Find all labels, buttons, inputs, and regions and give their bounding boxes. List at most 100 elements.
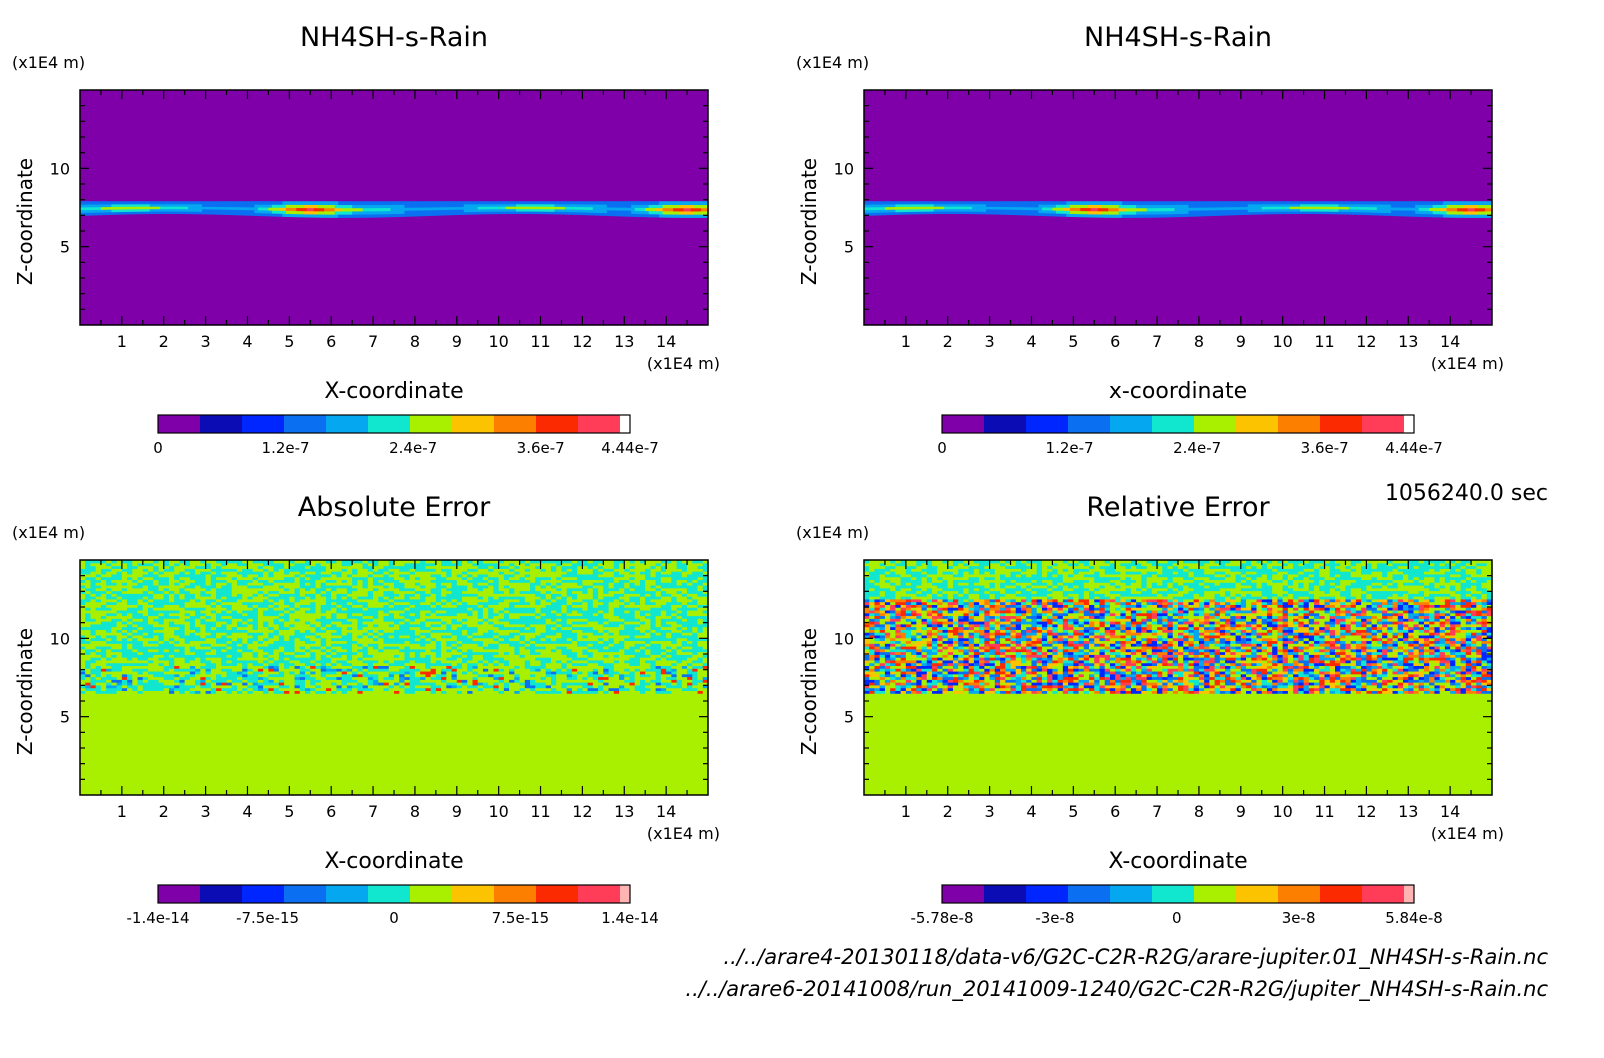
heatmap-cell — [258, 201, 262, 204]
heatmap-cell — [892, 201, 896, 204]
heatmap-cell — [240, 201, 244, 204]
heatmap-cell — [1405, 201, 1409, 205]
heatmap-cell — [874, 201, 878, 204]
heatmap-cell — [934, 201, 938, 204]
heatmap-cell — [1258, 201, 1262, 204]
x-unit-label: (x1E4 m) — [1431, 354, 1504, 373]
heatmap-cell — [324, 201, 328, 205]
heatmap-cell — [171, 201, 175, 204]
heatmap-cell — [136, 201, 140, 204]
heatmap-cell — [687, 201, 691, 205]
heatmap-cell — [878, 201, 882, 204]
heatmap-cell — [1279, 201, 1283, 204]
heatmap-cell — [572, 201, 576, 204]
heatmap-cell — [1255, 201, 1259, 204]
heatmap-cell — [1297, 201, 1301, 204]
heatmap-cell — [342, 201, 346, 205]
heatmap-cell — [544, 201, 548, 204]
heatmap-cell — [1307, 201, 1311, 204]
heatmap-cell — [920, 201, 924, 204]
heatmap-cell — [153, 201, 157, 204]
heatmap-cell — [359, 201, 363, 205]
heatmap-cell — [178, 201, 182, 204]
y-tick-label: 5 — [60, 238, 70, 257]
heatmap-cell — [895, 201, 899, 204]
heatmap-cell — [520, 201, 524, 204]
heatmap-cell — [990, 201, 994, 204]
heatmap-cell — [1171, 201, 1175, 205]
heatmap-cell — [624, 201, 628, 205]
x-tick-label: 8 — [410, 332, 420, 351]
heatmap-cell — [1314, 201, 1318, 204]
heatmap-cell — [558, 201, 562, 204]
heatmap-cell — [958, 201, 962, 204]
heatmap-cell — [1454, 201, 1458, 205]
heatmap-cell — [1321, 201, 1325, 204]
heatmap-cell — [1199, 201, 1203, 205]
heatmap-cell — [965, 201, 969, 204]
heatmap-cell — [642, 201, 646, 205]
heatmap-cell — [1049, 201, 1053, 204]
colorbar-swatch — [620, 415, 630, 433]
heatmap-cell — [268, 201, 272, 205]
x-tick-label: 11 — [1314, 332, 1334, 351]
heatmap-cell — [1154, 201, 1158, 205]
heatmap-cell — [1007, 201, 1011, 204]
colorbar-tick-label: 4.44e-7 — [601, 439, 659, 457]
x-tick-label: 5 — [1068, 332, 1078, 351]
x-tick-label: 6 — [326, 332, 336, 351]
heatmap-cell — [174, 201, 178, 204]
heatmap-field — [80, 90, 709, 325]
heatmap-cell — [150, 201, 154, 204]
heatmap-cell — [628, 201, 632, 205]
heatmap-cell — [663, 201, 667, 205]
heatmap-cell — [314, 201, 318, 205]
heatmap-cell — [1373, 201, 1377, 204]
heatmap-cell — [436, 201, 440, 204]
heatmap-cell — [303, 201, 307, 205]
heatmap-cell — [979, 201, 983, 204]
heatmap-cell — [962, 201, 966, 204]
heatmap-cell — [1440, 201, 1444, 205]
heatmap-cell — [1112, 201, 1116, 205]
heatmap-cell — [941, 201, 945, 204]
heatmap-cell — [146, 201, 150, 204]
heatmap-cell — [181, 201, 185, 204]
heatmap-cell — [377, 201, 381, 205]
heatmap-cell — [1206, 201, 1210, 204]
heatmap-cell — [1223, 201, 1227, 204]
x-tick-label: 3 — [985, 332, 995, 351]
heatmap-cell — [90, 201, 94, 204]
colorbar-swatch — [1026, 415, 1069, 433]
heatmap-cell — [188, 201, 192, 204]
heatmap-cell — [1447, 201, 1451, 205]
heatmap-cell — [916, 201, 920, 204]
heatmap-cell — [1108, 201, 1112, 205]
x-tick-label: 12 — [572, 332, 592, 351]
chart-title: NH4SH-s-Rain — [300, 22, 488, 53]
x-tick-label: 1 — [901, 332, 911, 351]
heatmap-cell — [1161, 201, 1165, 205]
heatmap-cell — [408, 201, 412, 205]
x-tick-label: 3 — [201, 332, 211, 351]
heatmap-cell — [1195, 201, 1199, 205]
heatmap-cell — [450, 201, 454, 204]
heatmap-cell — [1478, 201, 1482, 205]
x-tick-label: 8 — [1194, 332, 1204, 351]
heatmap-cell — [335, 201, 339, 205]
heatmap-cell — [1181, 201, 1185, 205]
x-tick-label: 14 — [1440, 332, 1460, 351]
heatmap-cell — [1345, 201, 1349, 204]
heatmap-cell — [227, 201, 231, 204]
heatmap-cell — [160, 201, 164, 204]
heatmap-cell — [94, 201, 98, 204]
heatmap-cell — [1471, 201, 1475, 205]
heatmap-cell — [1457, 201, 1461, 205]
heatmap-cell — [104, 201, 108, 204]
heatmap-cell — [1384, 201, 1388, 204]
chart-title: Absolute Error — [298, 492, 491, 523]
colorbar-swatch — [1110, 415, 1153, 433]
